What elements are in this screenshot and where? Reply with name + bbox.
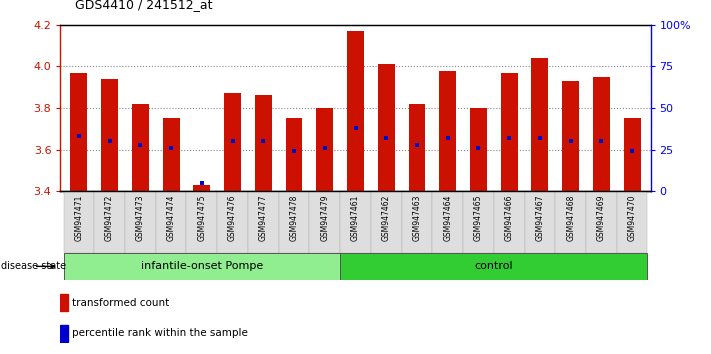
Bar: [439, 70, 456, 191]
Bar: [624, 118, 641, 191]
Text: GSM947478: GSM947478: [289, 194, 299, 241]
Bar: [531, 58, 548, 191]
Text: GSM947471: GSM947471: [75, 194, 83, 241]
Bar: [555, 191, 586, 253]
Bar: [463, 191, 494, 253]
Text: control: control: [474, 261, 513, 272]
Bar: [63, 253, 340, 280]
Bar: [494, 191, 525, 253]
Text: GSM947466: GSM947466: [505, 194, 513, 241]
Bar: [616, 191, 648, 253]
Bar: [279, 191, 309, 253]
Bar: [255, 96, 272, 191]
Bar: [224, 93, 241, 191]
Bar: [409, 104, 425, 191]
Text: GSM947462: GSM947462: [382, 194, 391, 241]
Bar: [432, 191, 463, 253]
Bar: [309, 191, 340, 253]
Bar: [286, 118, 302, 191]
Bar: [402, 191, 432, 253]
Bar: [193, 185, 210, 191]
Text: transformed count: transformed count: [72, 298, 169, 308]
Text: GSM947464: GSM947464: [443, 194, 452, 241]
Bar: [248, 191, 279, 253]
Text: GSM947469: GSM947469: [597, 194, 606, 241]
Bar: [186, 191, 217, 253]
Bar: [562, 81, 579, 191]
Text: GSM947476: GSM947476: [228, 194, 237, 241]
Bar: [340, 191, 371, 253]
Bar: [593, 77, 610, 191]
Text: GSM947477: GSM947477: [259, 194, 268, 241]
Bar: [525, 191, 555, 253]
Bar: [347, 31, 364, 191]
Text: GSM947475: GSM947475: [198, 194, 206, 241]
Bar: [101, 79, 118, 191]
Bar: [217, 191, 248, 253]
Text: GSM947474: GSM947474: [166, 194, 176, 241]
Text: GSM947473: GSM947473: [136, 194, 145, 241]
Bar: [163, 118, 180, 191]
Text: GSM947468: GSM947468: [566, 194, 575, 241]
Text: GSM947463: GSM947463: [412, 194, 422, 241]
Bar: [63, 191, 95, 253]
Text: GSM947472: GSM947472: [105, 194, 114, 241]
Text: disease state: disease state: [1, 261, 66, 272]
Text: GSM947479: GSM947479: [320, 194, 329, 241]
Text: GSM947461: GSM947461: [351, 194, 360, 241]
Bar: [156, 191, 186, 253]
Bar: [470, 108, 487, 191]
Text: GSM947465: GSM947465: [474, 194, 483, 241]
Bar: [95, 191, 125, 253]
Bar: [340, 253, 648, 280]
Bar: [501, 73, 518, 191]
Bar: [132, 104, 149, 191]
Bar: [60, 325, 68, 342]
Text: GSM947470: GSM947470: [628, 194, 636, 241]
Bar: [60, 294, 68, 311]
Text: GDS4410 / 241512_at: GDS4410 / 241512_at: [75, 0, 212, 11]
Text: percentile rank within the sample: percentile rank within the sample: [72, 328, 247, 338]
Bar: [125, 191, 156, 253]
Bar: [586, 191, 616, 253]
Bar: [371, 191, 402, 253]
Text: infantile-onset Pompe: infantile-onset Pompe: [141, 261, 263, 272]
Bar: [70, 73, 87, 191]
Text: GSM947467: GSM947467: [535, 194, 545, 241]
Bar: [316, 108, 333, 191]
Bar: [378, 64, 395, 191]
